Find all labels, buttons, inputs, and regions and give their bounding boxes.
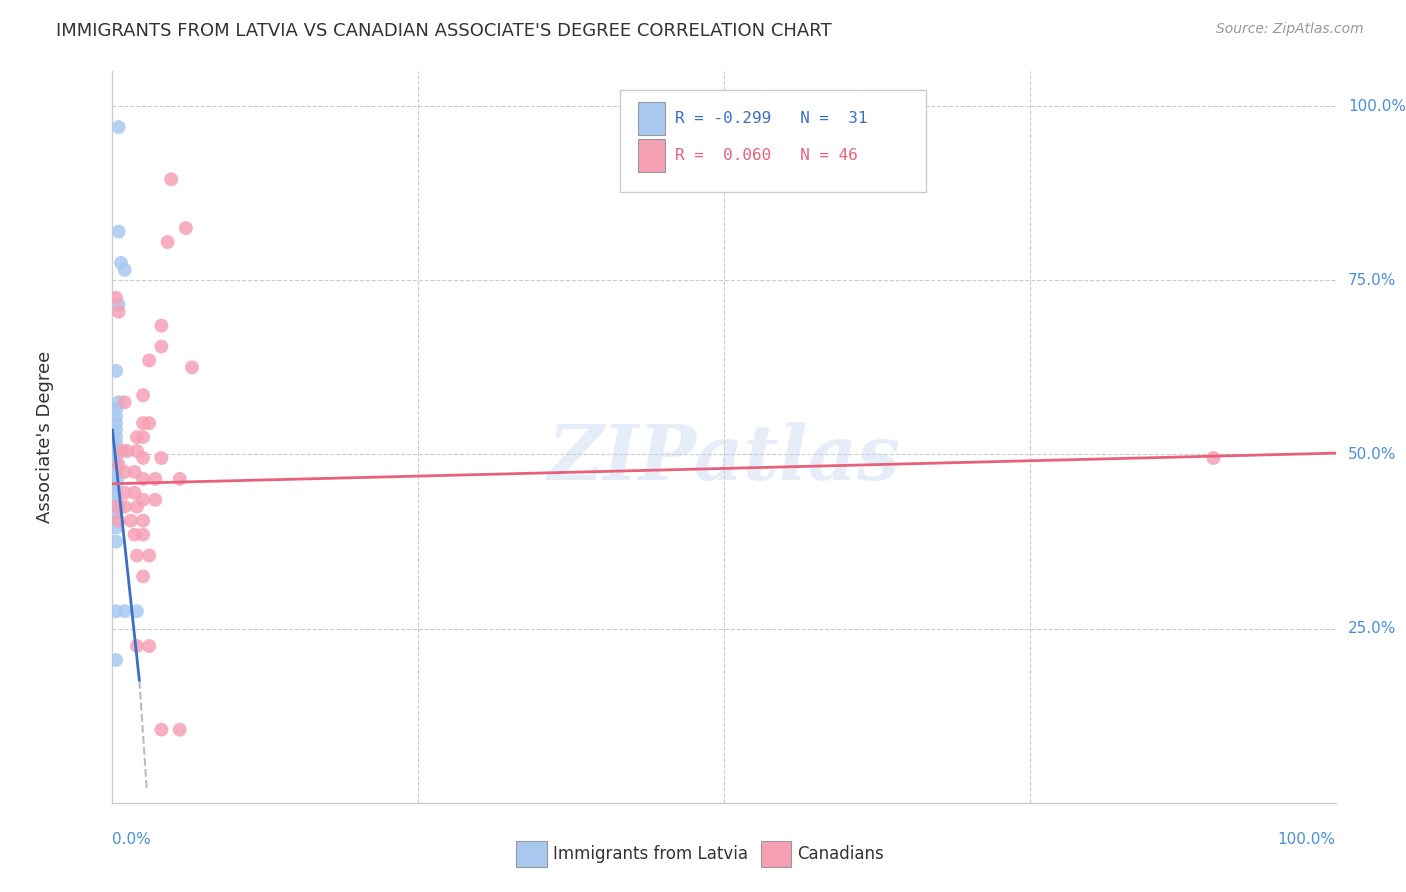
- Point: [132, 388, 155, 402]
- Text: 100.0%: 100.0%: [1348, 99, 1406, 113]
- Point: [105, 465, 128, 479]
- Point: [107, 514, 129, 528]
- Text: 25.0%: 25.0%: [1348, 621, 1396, 636]
- Point: [138, 639, 160, 653]
- Point: [132, 472, 155, 486]
- Point: [125, 604, 148, 618]
- Point: [105, 653, 128, 667]
- Point: [107, 458, 129, 472]
- Text: Canadians: Canadians: [797, 845, 884, 863]
- Point: [114, 604, 136, 618]
- Point: [124, 485, 146, 500]
- Point: [105, 444, 128, 458]
- Point: [125, 430, 148, 444]
- Point: [132, 527, 155, 541]
- Point: [105, 444, 128, 458]
- Point: [124, 527, 146, 541]
- Point: [107, 120, 129, 134]
- Point: [105, 485, 128, 500]
- Point: [105, 364, 128, 378]
- Point: [138, 416, 160, 430]
- Point: [1202, 450, 1225, 465]
- Point: [125, 639, 148, 653]
- Point: [132, 416, 155, 430]
- Point: [105, 416, 128, 430]
- Bar: [638, 103, 665, 136]
- Point: [138, 353, 160, 368]
- Point: [125, 549, 148, 563]
- Point: [132, 514, 155, 528]
- Point: [132, 430, 155, 444]
- Bar: [516, 841, 547, 867]
- Text: Associate's Degree: Associate's Degree: [37, 351, 55, 524]
- Point: [105, 534, 128, 549]
- Text: R = -0.299   N =  31: R = -0.299 N = 31: [675, 112, 868, 127]
- Point: [105, 604, 128, 618]
- Point: [120, 514, 142, 528]
- FancyBboxPatch shape: [620, 90, 927, 192]
- Point: [114, 395, 136, 409]
- Point: [150, 339, 173, 353]
- Point: [143, 472, 166, 486]
- Point: [132, 492, 155, 507]
- Point: [125, 444, 148, 458]
- Point: [115, 444, 138, 458]
- Point: [105, 450, 128, 465]
- Point: [107, 395, 129, 409]
- Bar: [638, 139, 665, 172]
- Point: [150, 450, 173, 465]
- Text: Source: ZipAtlas.com: Source: ZipAtlas.com: [1216, 22, 1364, 37]
- Point: [124, 465, 146, 479]
- Text: R =  0.060   N = 46: R = 0.060 N = 46: [675, 148, 858, 163]
- Point: [105, 423, 128, 437]
- Point: [105, 507, 128, 521]
- Point: [105, 291, 128, 305]
- Text: 50.0%: 50.0%: [1348, 447, 1396, 462]
- Point: [114, 263, 136, 277]
- Text: 75.0%: 75.0%: [1348, 273, 1396, 288]
- Point: [107, 298, 129, 312]
- Point: [105, 458, 128, 472]
- Text: 0.0%: 0.0%: [112, 832, 152, 847]
- Point: [132, 569, 155, 583]
- Point: [181, 360, 204, 375]
- Point: [110, 256, 132, 270]
- Point: [105, 521, 128, 535]
- Text: 100.0%: 100.0%: [1278, 832, 1336, 847]
- Point: [107, 304, 129, 318]
- Point: [138, 549, 160, 563]
- Point: [156, 235, 179, 249]
- Point: [150, 318, 173, 333]
- Text: Immigrants from Latvia: Immigrants from Latvia: [553, 845, 748, 863]
- Point: [114, 465, 136, 479]
- Point: [169, 723, 191, 737]
- Point: [107, 444, 129, 458]
- Point: [174, 221, 197, 235]
- Point: [105, 437, 128, 451]
- Point: [132, 450, 155, 465]
- Text: IMMIGRANTS FROM LATVIA VS CANADIAN ASSOCIATE'S DEGREE CORRELATION CHART: IMMIGRANTS FROM LATVIA VS CANADIAN ASSOC…: [56, 22, 832, 40]
- Point: [160, 172, 183, 186]
- Point: [105, 500, 128, 514]
- Point: [169, 472, 191, 486]
- Point: [150, 723, 173, 737]
- Point: [107, 225, 129, 239]
- Point: [105, 472, 128, 486]
- Bar: [761, 841, 792, 867]
- Point: [125, 500, 148, 514]
- Point: [107, 500, 129, 514]
- Point: [114, 485, 136, 500]
- Point: [143, 492, 166, 507]
- Point: [114, 500, 136, 514]
- Point: [105, 409, 128, 424]
- Point: [105, 492, 128, 507]
- Text: ZIPatlas: ZIPatlas: [547, 422, 901, 496]
- Point: [105, 402, 128, 417]
- Point: [105, 430, 128, 444]
- Point: [105, 479, 128, 493]
- Point: [111, 444, 134, 458]
